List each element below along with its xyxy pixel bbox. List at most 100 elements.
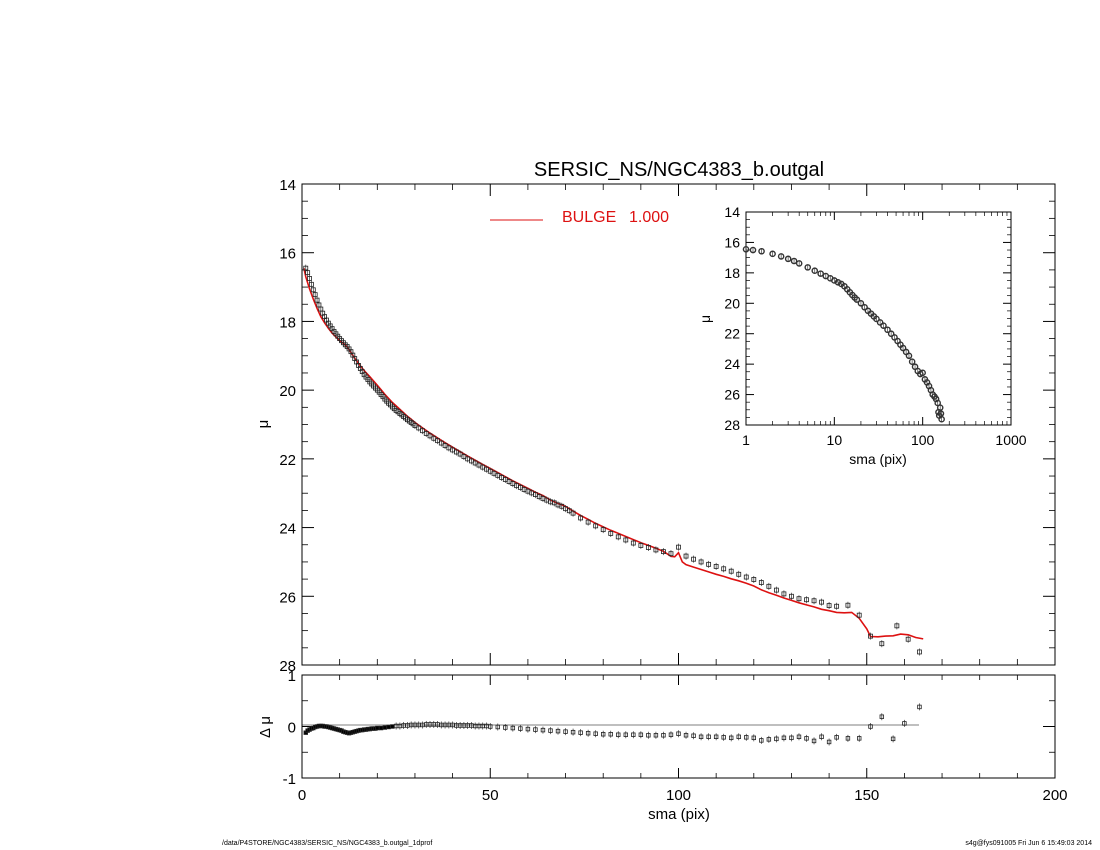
residual-point-marker [721, 735, 726, 740]
residual-data-point [766, 735, 772, 743]
profile-point-marker [578, 515, 584, 521]
residual-data-point [616, 731, 621, 739]
residual-data-point [668, 731, 674, 739]
inset-y-tick-label: 24 [724, 356, 740, 372]
residual-point-marker [774, 736, 779, 742]
profile-point-marker [303, 265, 309, 271]
profile-point-marker [691, 556, 696, 562]
inset-data-point [742, 245, 750, 253]
profile-point-marker [593, 523, 599, 529]
residual-point-marker [616, 732, 621, 737]
residual-data-point [661, 731, 666, 739]
residual-data-point [608, 730, 613, 738]
inset-point-marker [790, 257, 798, 265]
profile-point-marker [834, 603, 840, 609]
inset-data-point [784, 255, 792, 263]
profile-point-marker [310, 287, 316, 293]
footer-timestamp: s4g@fys091005 Fri Jun 6 15:49:03 2014 [965, 840, 1092, 847]
residual-point-marker [518, 726, 523, 731]
inset-y-tick-label: 28 [724, 417, 740, 433]
inset-y-tick-label: 20 [724, 295, 740, 311]
residual-data-point [555, 727, 561, 735]
residual-data-point [424, 720, 429, 728]
inset-data-point [919, 369, 926, 377]
inset-point-marker [742, 245, 750, 253]
profile-point-marker [423, 431, 429, 436]
residual-point-marker [638, 732, 644, 737]
legend-bulge-value: 1.000 [629, 209, 669, 226]
profile-data-point [845, 601, 851, 609]
residual-data-point [540, 726, 546, 734]
residual-data-point [811, 737, 817, 745]
main-y-tick-label: 20 [279, 383, 296, 400]
inset-data-point [938, 415, 945, 423]
x-tick-label: 100 [666, 787, 691, 804]
residual-point-marker [890, 736, 896, 742]
residual-point-marker [729, 735, 734, 741]
residual-data-point [698, 733, 704, 741]
residual-point-marker [585, 730, 591, 736]
profile-point-marker [312, 292, 318, 298]
inset-point-marker [880, 322, 887, 329]
profile-point-marker [698, 559, 704, 565]
residual-data-point [902, 719, 907, 727]
residual-data-point [631, 731, 636, 739]
inset-data-point [777, 253, 785, 260]
residual-point-marker [917, 704, 922, 710]
inset-data-point [758, 247, 765, 255]
profile-data-point [431, 434, 437, 442]
profile-data-point [314, 296, 320, 304]
inset-x-tick-label: 1000 [995, 432, 1026, 448]
residual-data-point [378, 725, 384, 731]
residual-point-marker [378, 725, 384, 731]
residual-data-point [729, 734, 734, 742]
inset-data-point [853, 296, 861, 303]
inset-log-panel: 14 16 18 20 22 24 26 281 10 100 1000 sma (pix) μ [697, 204, 1027, 467]
inset-profile-points [742, 245, 945, 423]
profile-point-marker [676, 544, 681, 550]
inset-point-marker [784, 255, 792, 263]
profile-data-point [615, 533, 621, 541]
residual-data-point [781, 734, 787, 742]
inset-point-marker [936, 404, 944, 411]
inset-data-point [899, 344, 907, 352]
main-y-axis-label: μ [255, 420, 272, 429]
profile-data-point [691, 555, 696, 563]
residual-data-point [879, 713, 885, 721]
profile-point-marker [457, 451, 463, 457]
profile-data-point [645, 543, 651, 551]
x-tick-label: 0 [298, 787, 306, 804]
main-axis-ticks: 14 16 18 20 22 24 26 28 [279, 177, 1056, 675]
main-y-tick-label: 18 [279, 314, 296, 331]
profile-data-point [736, 570, 742, 578]
residual-data-point [890, 735, 896, 743]
residual-data-point [774, 735, 779, 743]
profile-point-marker [743, 574, 749, 580]
residual-point-marker [879, 714, 885, 719]
profile-point-marker [608, 531, 614, 536]
residual-point-marker [857, 736, 862, 741]
inset-axis-ticks: 14 16 18 20 22 24 26 281 10 100 1000 [724, 204, 1026, 448]
residual-data-point [736, 733, 741, 741]
profile-point-marker [630, 540, 636, 546]
inset-point-marker [804, 264, 812, 271]
residual-data-point [646, 731, 651, 739]
residual-data-point [427, 720, 433, 728]
residual-data-point [868, 723, 873, 730]
inset-data-point [749, 246, 757, 254]
profile-data-point [305, 269, 311, 277]
profile-data-point [804, 596, 809, 604]
residual-point-marker [902, 721, 907, 726]
profile-point-marker [600, 527, 606, 533]
inset-data-point [811, 267, 819, 275]
inset-x-tick-label: 10 [827, 432, 843, 448]
residual-data-point [751, 734, 756, 742]
profile-point-marker [894, 623, 900, 629]
residual-data-point [593, 730, 598, 738]
inset-point-marker [857, 299, 865, 307]
residual-point-marker [661, 733, 666, 738]
residual-point-marker [683, 733, 689, 738]
main-y-tick-label: 24 [279, 521, 296, 538]
residual-point-marker [751, 735, 756, 741]
residual-point-marker [495, 724, 500, 730]
